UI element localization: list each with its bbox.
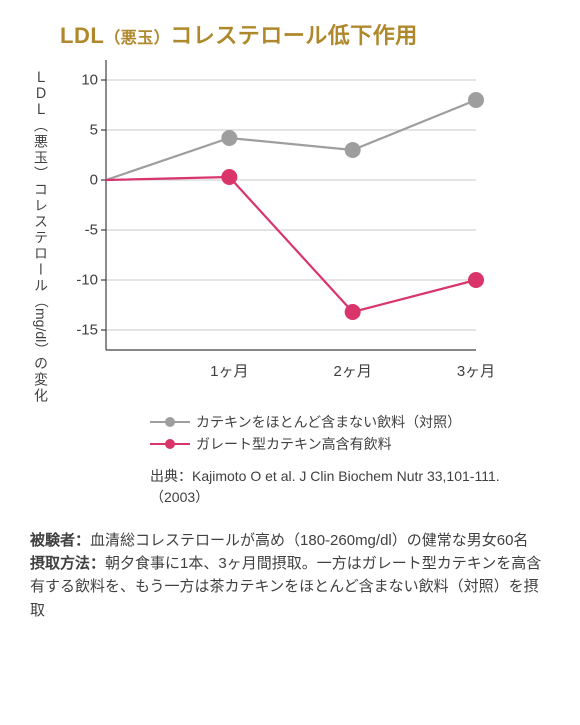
chart-svg [56,60,506,360]
y-tick-label: 0 [58,172,98,189]
legend-swatch [150,438,190,450]
title-main-2: コレステロール低下作用 [170,23,418,48]
y-tick-label: 10 [58,72,98,89]
legend-label: ガレート型カテキン高含有飲料 [196,434,392,454]
citation-label: 出典： [150,468,192,484]
chart-container: ＬＤＬ（悪玉）コレステロール（mg/dl）の変化 -15 -10 -5 0 5 10 1ヶ月… [30,60,550,404]
series-marker-catechin [221,169,237,185]
subjects-text: 血清総コレステロールが高め（180-260mg/dl）の健常な男女60名 [90,532,528,549]
series-line-control [106,100,476,180]
title-main-1: LDL [60,23,104,48]
citation-text: Kajimoto O et al. J Clin Biochem Nutr 33… [150,468,500,504]
legend-item-control: カテキンをほとんど含まない飲料（対照） [150,412,550,432]
page-title: LDL（悪玉）コレステロール低下作用 [60,18,550,50]
title-sub: （悪玉） [104,30,170,47]
study-notes: 被験者：血清総コレステロールが高め（180-260mg/dl）の健常な男女60名… [30,529,550,622]
legend-swatch [150,416,190,428]
legend-label: カテキンをほとんど含まない飲料（対照） [196,412,461,432]
series-marker-control [345,142,361,158]
series-marker-catechin [345,304,361,320]
y-tick-label: -10 [58,272,98,289]
method-line: 摂取方法：朝夕食事に1本、3ヶ月間摂取。一方はガレート型カテキンを高含有する飲料… [30,552,550,622]
x-tick-label: 2ヶ月 [333,360,371,381]
legend-item-catechin: ガレート型カテキン高含有飲料 [150,434,550,454]
citation: 出典：Kajimoto O et al. J Clin Biochem Nutr… [150,466,550,507]
x-tick-label: 3ヶ月 [457,360,495,381]
series-marker-control [221,130,237,146]
method-label: 摂取方法： [30,555,105,572]
subjects-line: 被験者：血清総コレステロールが高め（180-260mg/dl）の健常な男女60名 [30,529,550,552]
subjects-label: 被験者： [30,532,90,549]
series-line-catechin [106,177,476,312]
y-tick-label: -5 [58,222,98,239]
series-marker-catechin [468,272,484,288]
y-tick-label: 5 [58,122,98,139]
y-axis-label: ＬＤＬ（悪玉）コレステロール（mg/dl）の変化 [30,60,56,404]
chart-plot-area: -15 -10 -5 0 5 10 1ヶ月 2ヶ月 3ヶ月 [56,60,550,400]
method-text: 朝夕食事に1本、3ヶ月間摂取。一方はガレート型カテキンを高含有する飲料を、もう一… [30,555,541,619]
series-marker-control [468,92,484,108]
x-tick-label: 1ヶ月 [210,360,248,381]
legend: カテキンをほとんど含まない飲料（対照）ガレート型カテキン高含有飲料 [150,412,550,454]
y-tick-label: -15 [58,322,98,339]
